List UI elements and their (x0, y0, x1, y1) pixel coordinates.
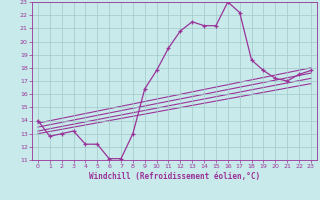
X-axis label: Windchill (Refroidissement éolien,°C): Windchill (Refroidissement éolien,°C) (89, 172, 260, 181)
